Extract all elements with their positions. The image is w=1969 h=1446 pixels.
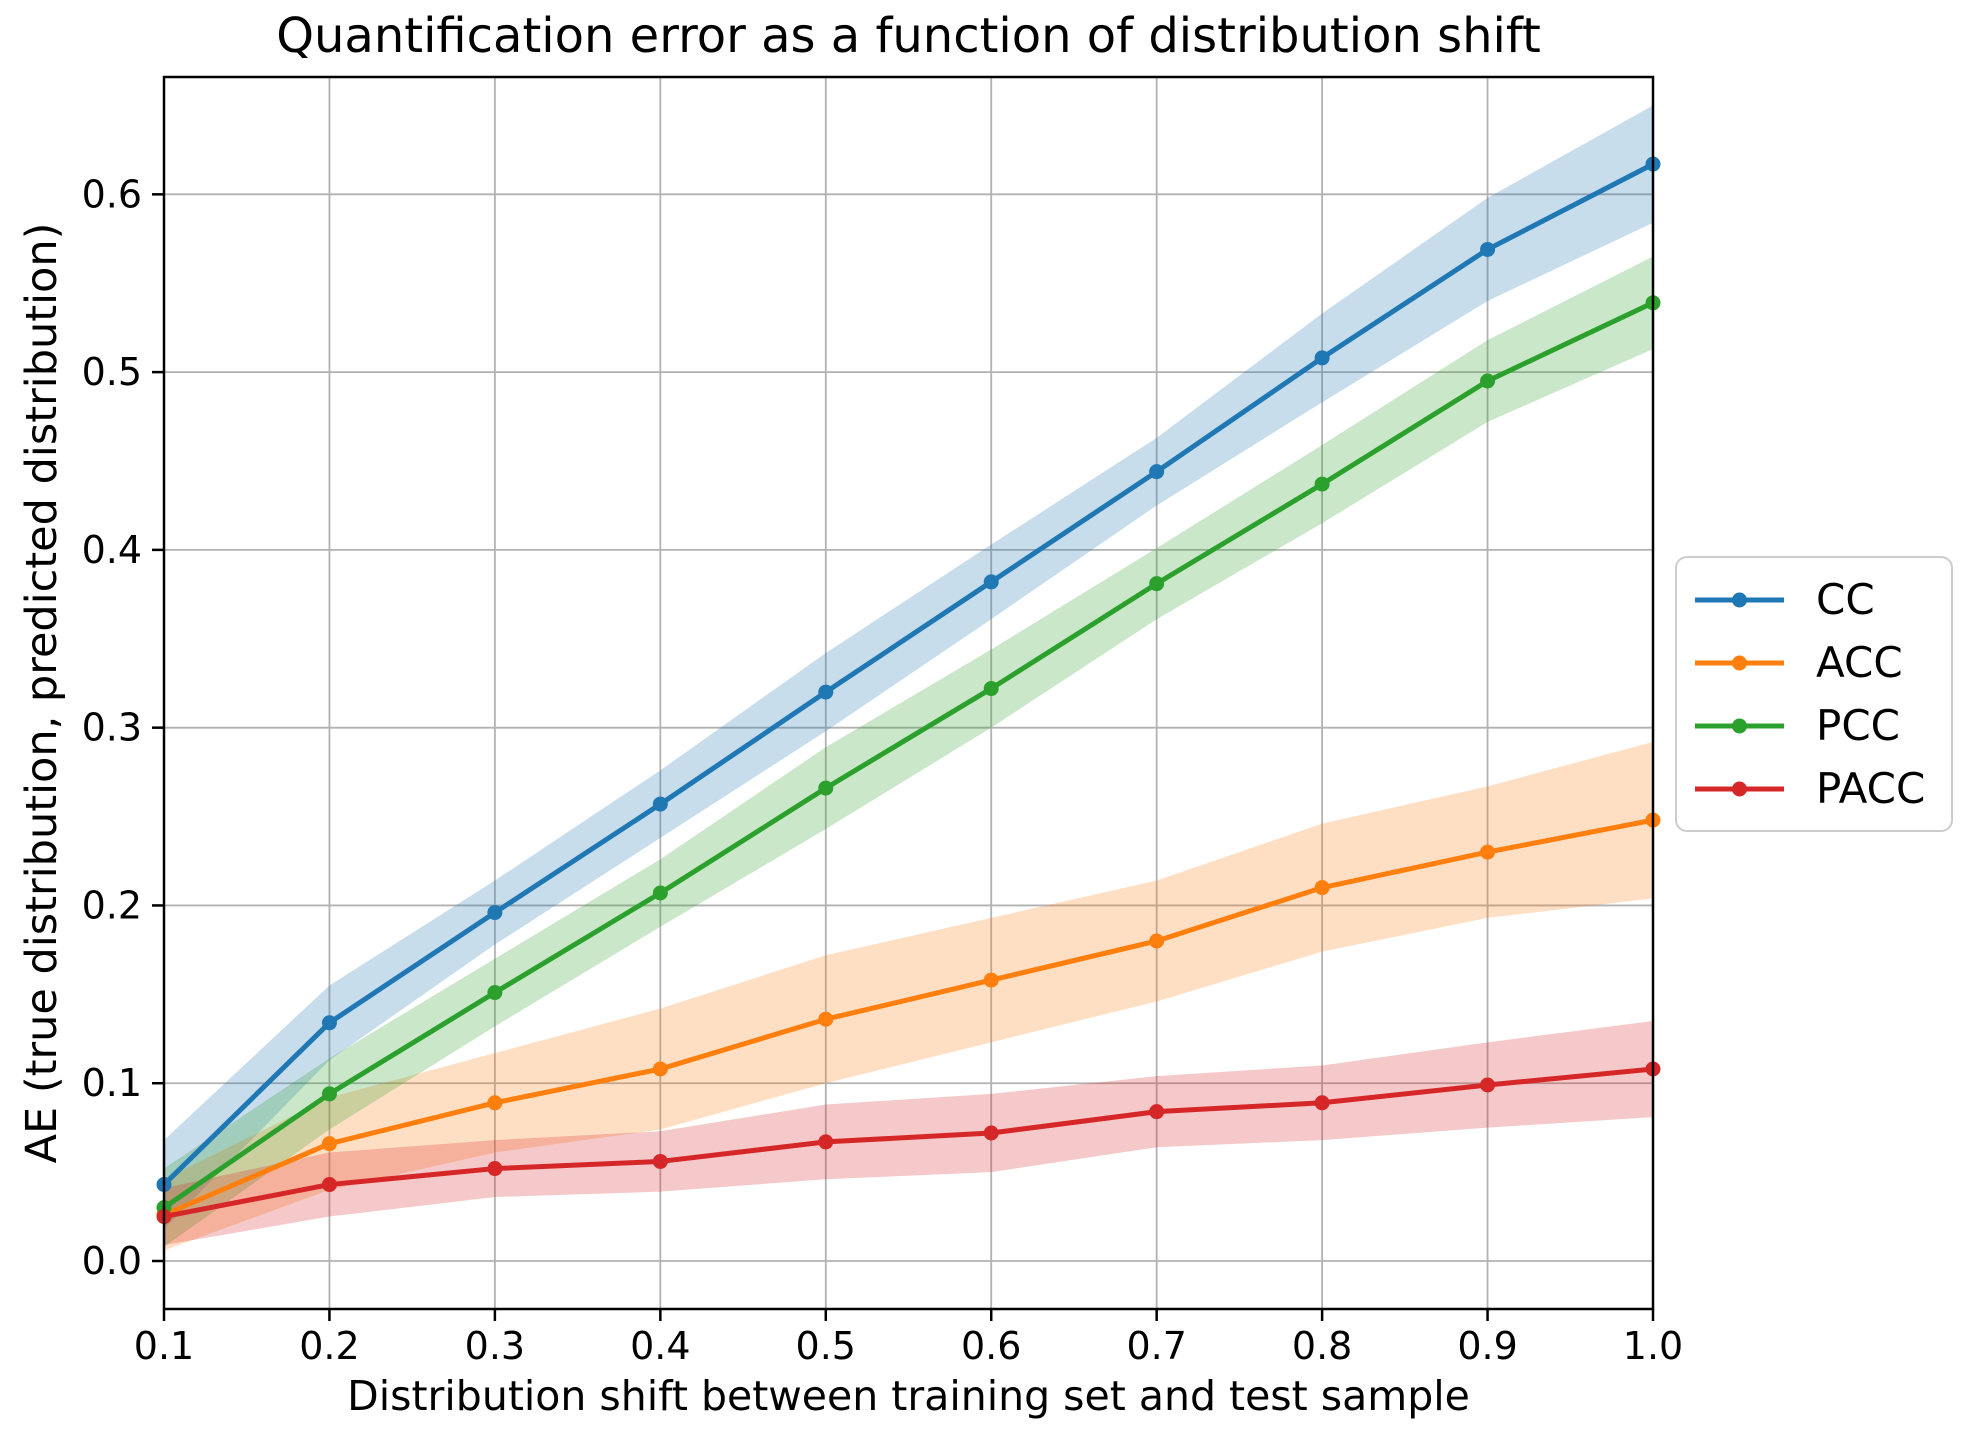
marker-CC <box>818 684 834 700</box>
x-tick-label: 0.1 <box>134 1324 194 1368</box>
legend-item-ACC: ACC <box>1693 637 1951 687</box>
legend-label-CC: CC <box>1816 574 1875 624</box>
x-axis-label: Distribution shift between training set … <box>347 1372 1470 1420</box>
marker-CC <box>652 796 668 812</box>
x-tick-label: 0.6 <box>961 1324 1021 1368</box>
legend-line-sample-ACC <box>1695 655 1784 670</box>
legend-item-PCC: PCC <box>1693 700 1951 750</box>
legend-label-ACC: ACC <box>1816 637 1903 687</box>
legend-label-PCC: PCC <box>1816 700 1900 750</box>
marker-ACC <box>652 1061 668 1077</box>
legend-item-CC: CC <box>1693 574 1951 624</box>
marker-ACC <box>1480 844 1496 860</box>
y-tick-label: 0.2 <box>82 883 142 927</box>
marker-CC <box>321 1015 337 1031</box>
marker-PCC <box>321 1086 337 1102</box>
marker-PACC <box>1149 1104 1165 1120</box>
y-tick-label: 0.3 <box>82 706 142 750</box>
x-tick-label: 0.2 <box>299 1324 359 1368</box>
axes-frame <box>162 75 1655 1311</box>
marker-PACC <box>652 1153 668 1169</box>
x-tick-label: 1.0 <box>1623 1324 1683 1368</box>
series-line-ACC <box>161 817 1656 1218</box>
chart-title: Quantification error as a function of di… <box>276 8 1541 64</box>
x-tick-label: 0.9 <box>1457 1324 1517 1368</box>
marker-PACC <box>321 1177 337 1193</box>
marker-PCC <box>818 780 834 796</box>
y-tick-label: 0.4 <box>82 528 142 572</box>
x-tick-label: 0.7 <box>1126 1324 1186 1368</box>
confidence-band-ACC <box>164 741 1653 1251</box>
marker-ACC <box>818 1011 834 1027</box>
confidence-band-PACC <box>164 1021 1653 1245</box>
marker-CC <box>487 905 503 921</box>
marker-PCC <box>983 681 999 697</box>
x-tick-label: 0.4 <box>630 1324 690 1368</box>
marker-CC <box>1480 241 1496 257</box>
marker-PCC <box>652 885 668 901</box>
y-axis-label: AE (true distribution, predicted distrib… <box>17 222 67 1164</box>
x-tick-label: 0.8 <box>1292 1324 1352 1368</box>
confidence-band-PCC <box>164 256 1653 1247</box>
marker-PCC <box>1480 373 1496 389</box>
series-line-CC <box>161 161 1656 1188</box>
marker-CC <box>1149 464 1165 480</box>
y-tick-label: 0.1 <box>82 1061 142 1105</box>
y-tick-label: 0.6 <box>82 172 142 216</box>
marker-ACC <box>487 1095 503 1111</box>
marker-ACC <box>1314 880 1330 896</box>
y-tick-label: 0.5 <box>82 350 142 394</box>
legend: CC ACC PCC PACC <box>1675 556 1953 832</box>
marker-CC <box>1314 350 1330 366</box>
marker-ACC <box>321 1136 337 1152</box>
legend-line-sample-PCC <box>1695 718 1784 733</box>
marker-CC <box>983 574 999 590</box>
marker-PCC <box>1314 476 1330 492</box>
legend-label-PACC: PACC <box>1816 763 1926 813</box>
marker-PACC <box>487 1161 503 1177</box>
y-tick-label: 0.0 <box>82 1239 142 1283</box>
legend-item-PACC: PACC <box>1693 763 1951 813</box>
marker-ACC <box>1149 933 1165 949</box>
marker-PACC <box>1480 1077 1496 1093</box>
marker-PCC <box>487 985 503 1001</box>
legend-line-sample-CC <box>1695 592 1784 607</box>
marker-ACC <box>983 972 999 988</box>
marker-PCC <box>1149 576 1165 592</box>
series-line-PACC <box>161 1066 1656 1220</box>
marker-PACC <box>983 1125 999 1141</box>
series-line-PCC <box>161 300 1656 1211</box>
x-tick-label: 0.5 <box>796 1324 856 1368</box>
x-tick-label: 0.3 <box>465 1324 525 1368</box>
marker-PACC <box>1314 1095 1330 1111</box>
legend-line-sample-PACC <box>1695 781 1784 796</box>
marker-PACC <box>818 1134 834 1150</box>
